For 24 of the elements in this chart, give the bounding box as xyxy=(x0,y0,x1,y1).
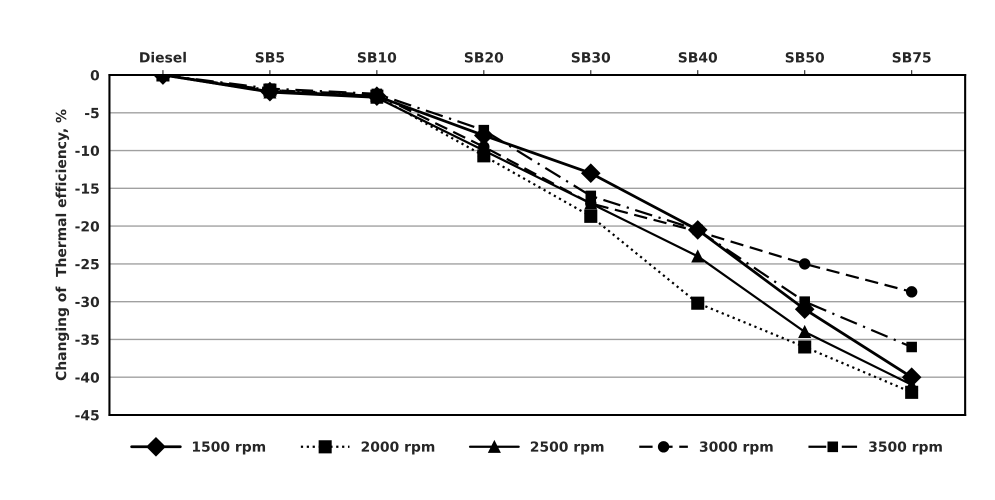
y-tick-label: -40 xyxy=(75,372,100,383)
x-tick-label: SB5 xyxy=(256,52,284,63)
x-tick-label: SB75 xyxy=(892,52,931,63)
x-tick-label: Diesel xyxy=(140,52,186,63)
x-tick-label: SB50 xyxy=(786,52,824,63)
x-tick-label: SB20 xyxy=(464,52,504,63)
y-tick-label: -45 xyxy=(75,410,99,420)
y-tick-label: -30 xyxy=(75,296,100,308)
legend-label: 1500 rpm xyxy=(192,441,266,455)
y-tick-label: 0 xyxy=(90,70,100,80)
x-tick-label: SB40 xyxy=(678,52,718,63)
y-tick-label: -5 xyxy=(85,108,99,118)
legend-label: 3000 rpm xyxy=(700,441,773,455)
x-tick-label: SB30 xyxy=(572,52,610,63)
y-axis-title: Changing of Thermal efficiency, % xyxy=(56,110,70,380)
y-tick-label: -15 xyxy=(75,183,99,194)
y-tick-label: -25 xyxy=(75,258,99,270)
x-tick-label: SB10 xyxy=(358,52,396,63)
legend-label: 2500 rpm xyxy=(530,441,604,455)
y-tick-label: -10 xyxy=(75,146,100,156)
y-tick-label: -35 xyxy=(75,334,99,345)
legend-label: 2000 rpm xyxy=(362,441,434,455)
y-tick-label: -20 xyxy=(75,221,100,232)
legend-label: 3500 rpm xyxy=(869,441,942,455)
